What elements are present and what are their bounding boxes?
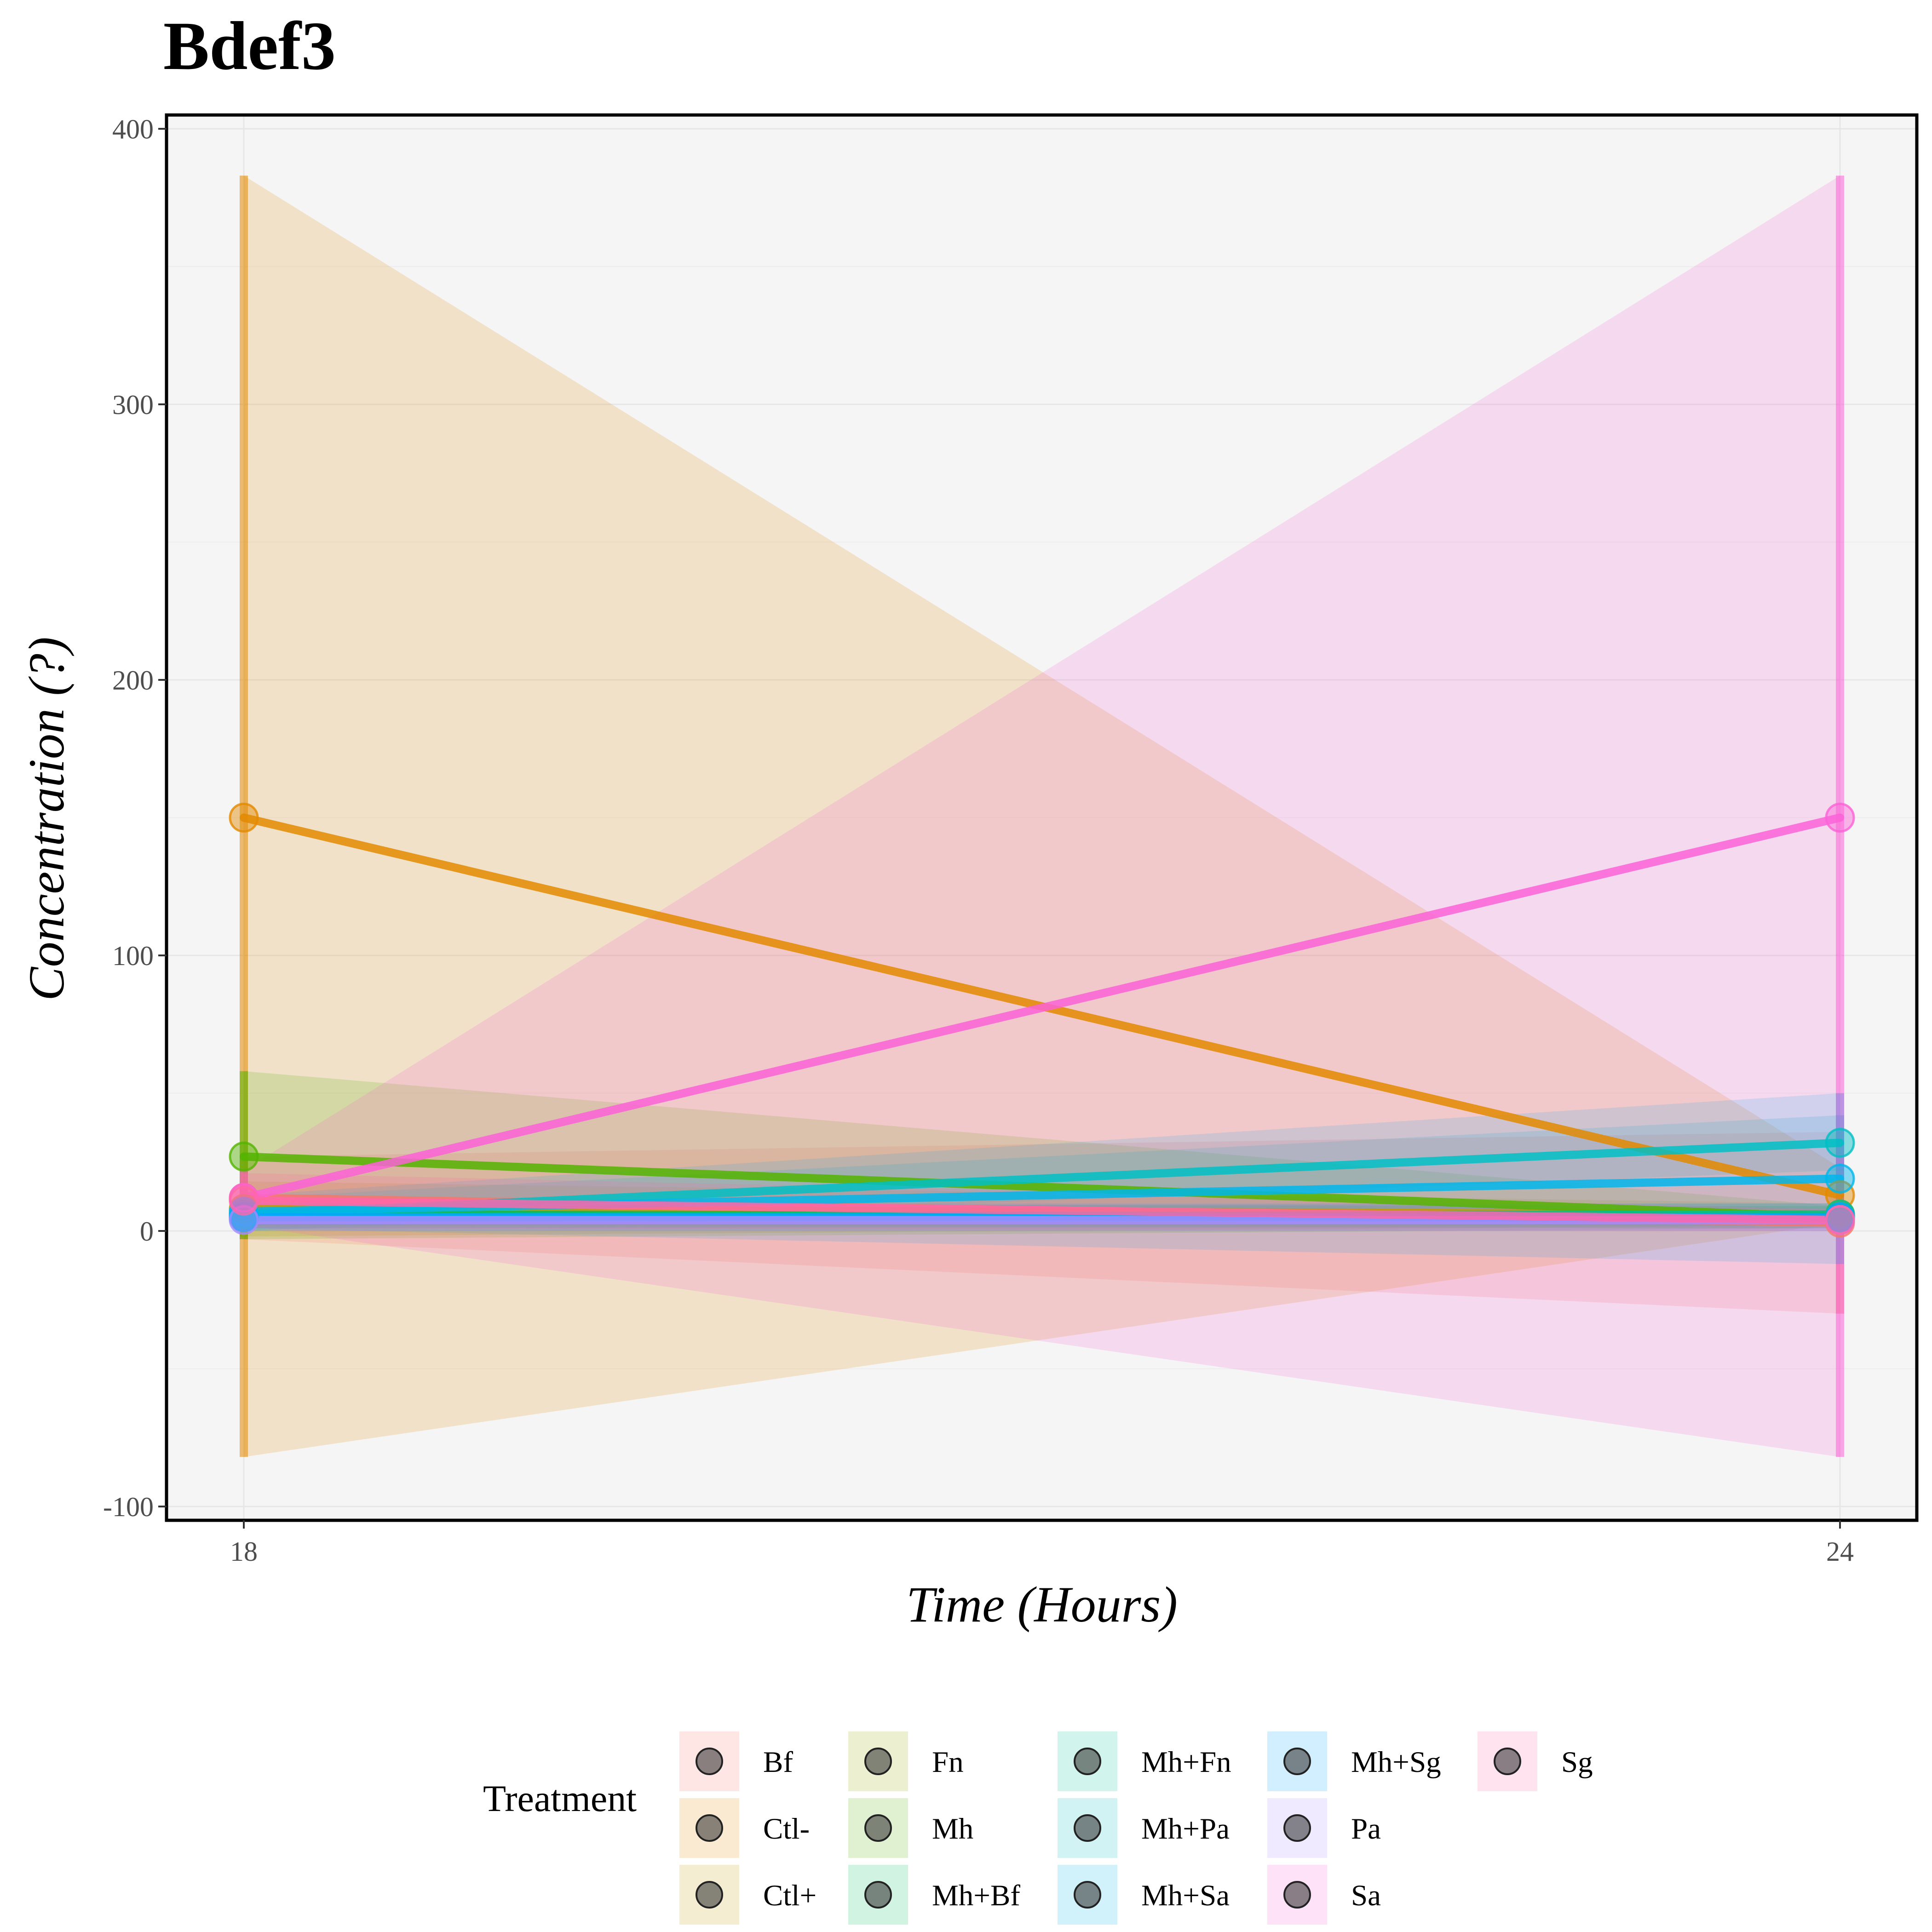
legend-label: Mh+Pa [1141,1812,1230,1846]
y-axis-title: Concentration (?) [18,637,75,1000]
legend-marker [696,1748,723,1775]
data-point [229,1185,259,1216]
data-point [1825,1205,1855,1235]
legend-marker [1494,1748,1521,1775]
data-point [1825,803,1855,833]
data-point [1825,1127,1855,1158]
legend-marker [1074,1881,1101,1909]
legend-marker [1074,1748,1101,1775]
plot-border [165,113,1919,1522]
y-tick-label: 100 [112,941,154,971]
legend-label: Mh+Bf [932,1879,1020,1912]
y-tick-label: -100 [103,1492,154,1522]
legend-label: Ctl- [763,1812,810,1846]
legend-marker [864,1748,892,1775]
y-tick-label: 200 [112,665,154,696]
y-tick-label: 0 [140,1216,154,1247]
y-axis: -100 0 100 200 300 400 [103,114,167,1522]
x-tick-label: 24 [1826,1536,1854,1567]
series-lines [240,813,1844,1227]
legend-label: Mh+Sg [1351,1746,1441,1779]
legend-key [846,1730,910,1793]
legend-label: Mh+Sa [1141,1879,1230,1912]
legend-marker [1283,1881,1311,1909]
data-point [229,803,259,833]
legend-marker [864,1881,892,1909]
legend-title: Treatment [483,1777,637,1819]
series-line [240,813,1844,1202]
legend-label: Bf [763,1746,793,1779]
y-tick-label: 300 [112,390,154,420]
confidence-band [244,175,1840,1457]
legend-label: Mh [932,1812,973,1846]
series-line [240,1152,1844,1222]
legend-key [1056,1863,1119,1926]
legend-marker [1074,1814,1101,1842]
x-tick-label: 18 [230,1536,258,1567]
legend-label: Fn [932,1746,964,1779]
chart-title: Bdef3 [163,8,336,84]
data-point [229,1141,259,1172]
y-tick-label: 400 [112,114,154,144]
legend-marker [1283,1748,1311,1775]
legend-marker [1283,1814,1311,1842]
legend-label: Ctl+ [763,1879,816,1912]
x-axis-title: Time (Hours) [906,1576,1178,1633]
legend-label: Sg [1561,1746,1593,1779]
legend-label: Sa [1351,1879,1381,1912]
legend-marker [696,1881,723,1909]
series-line [240,1196,1844,1225]
series-points [229,803,1855,1238]
x-axis: 18 24 [230,1520,1854,1567]
legend-marker [864,1814,892,1842]
legend: Treatment Bf Ctl- Ctl+ Fn Mh Mh+Bf Mh+Fn Mh+Pa M… [483,1730,1593,1926]
legend-label: Mh+Fn [1141,1746,1231,1779]
confidence-band [244,175,1840,1457]
legend-label: Pa [1351,1812,1381,1846]
legend-marker [696,1814,723,1842]
data-point [1825,1163,1855,1194]
